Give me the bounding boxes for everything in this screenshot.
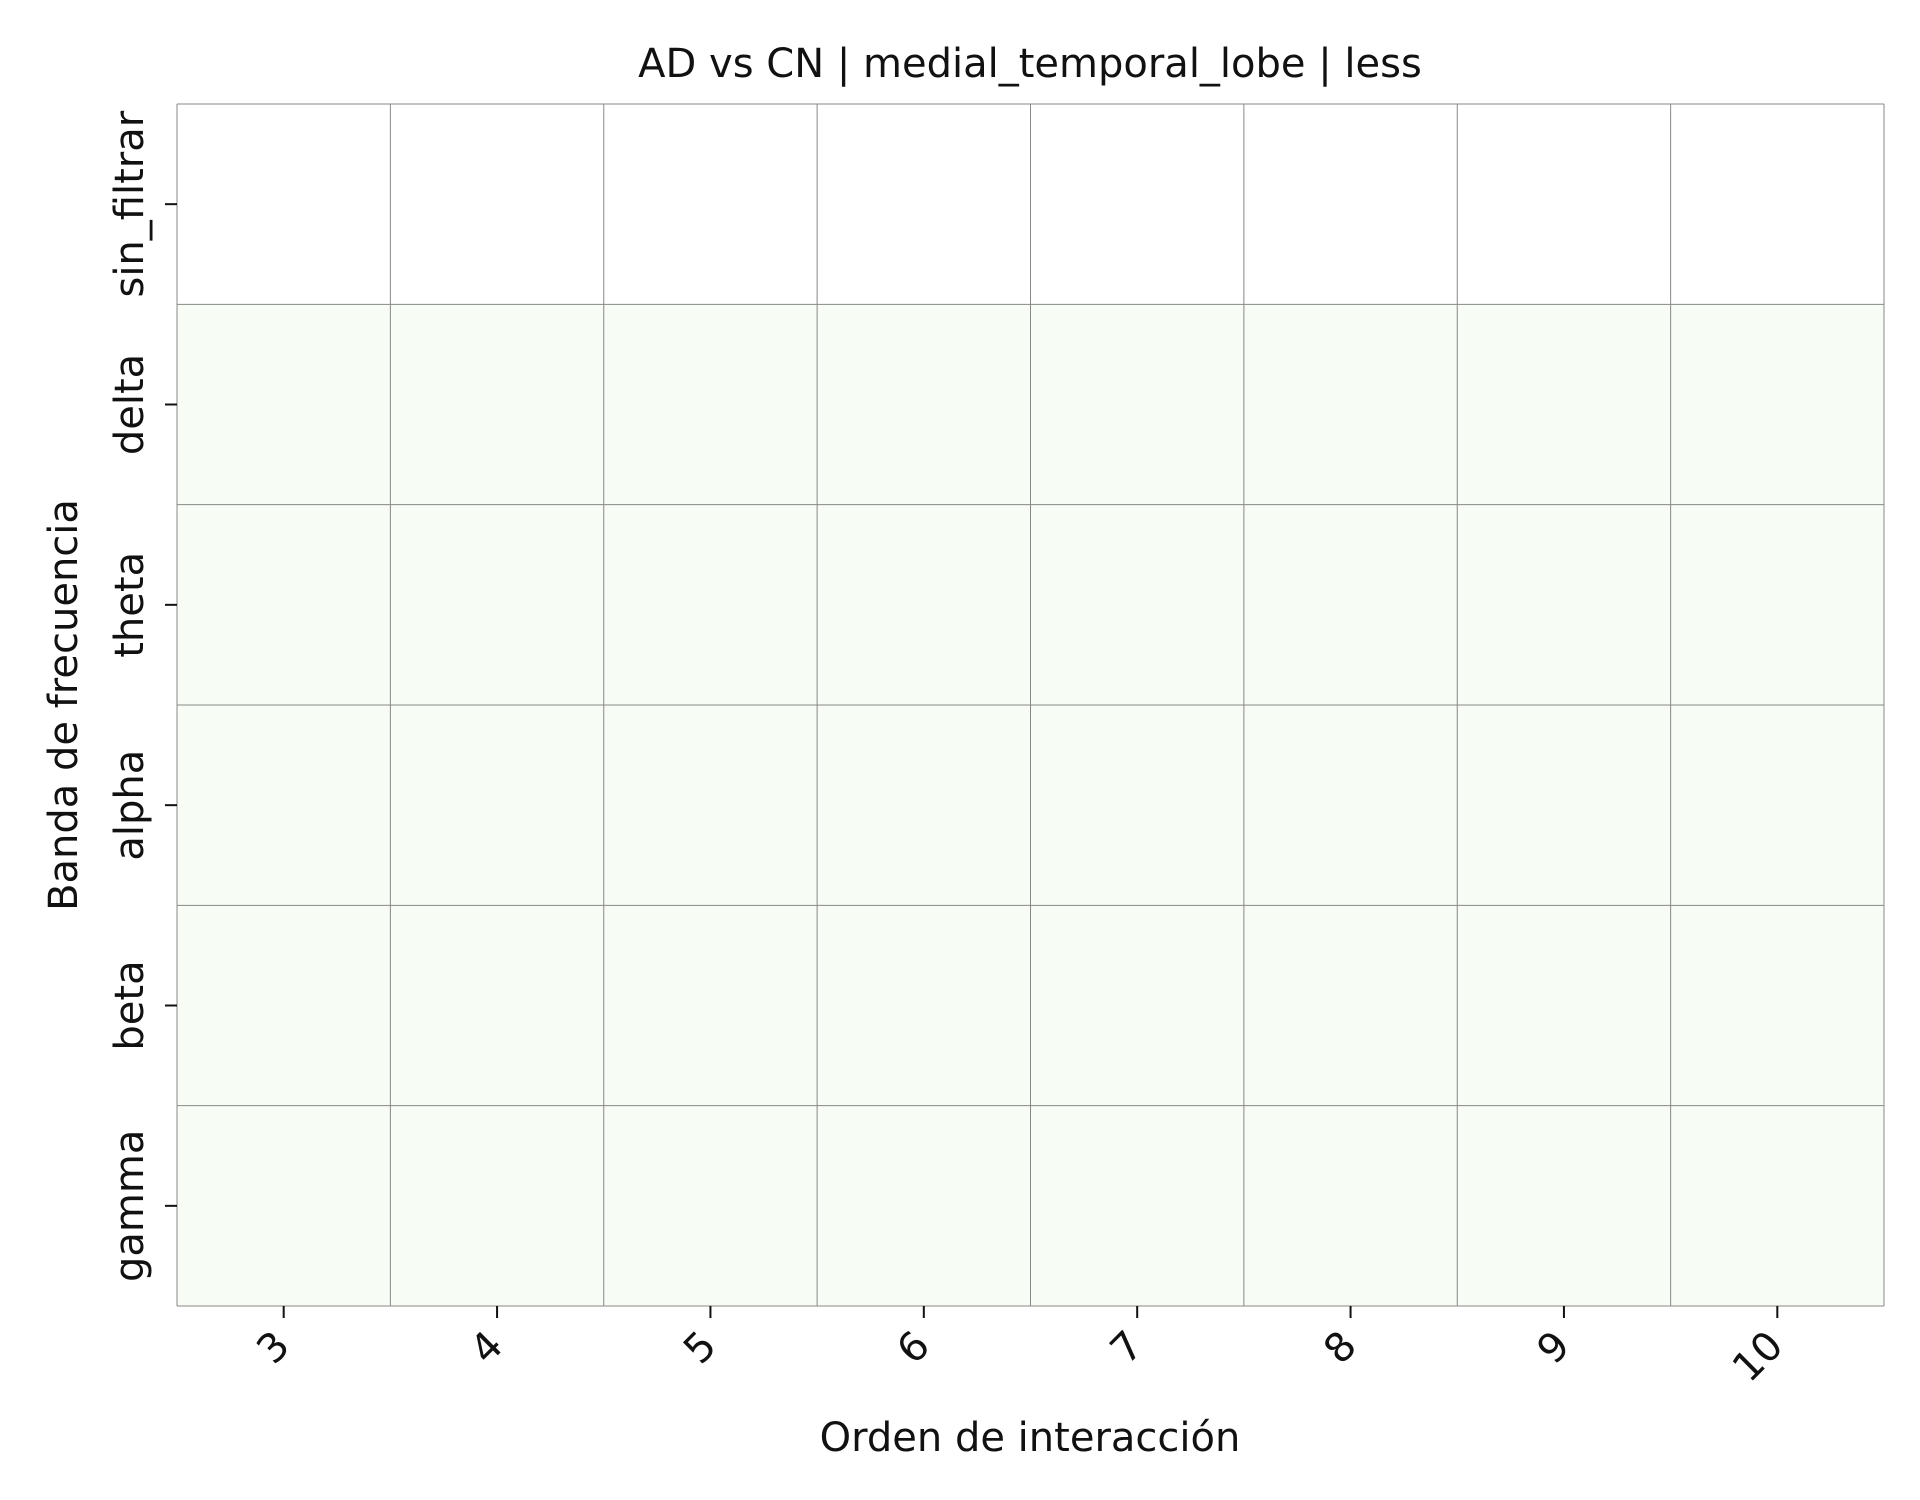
y-tick-label: theta [107, 552, 153, 658]
heatmap-cells [177, 104, 1884, 1306]
heatmap-cell-gamma-5 [603, 1105, 818, 1306]
x-tick-label: 10 [1724, 1323, 1793, 1392]
heatmap-cell-theta-4 [390, 504, 604, 705]
x-tick-label: 4 [462, 1323, 513, 1374]
heatmap-cell-alpha-8 [1243, 705, 1458, 906]
y-tick-label: alpha [107, 750, 153, 861]
heatmap-cell-alpha-4 [390, 705, 604, 906]
heatmap-cell-alpha-7 [1030, 705, 1244, 906]
x-tick-label: 3 [248, 1323, 299, 1374]
heatmap-cell-beta-6 [817, 905, 1031, 1106]
heatmap-cell-beta-10 [1670, 905, 1884, 1106]
heatmap-cell-gamma-9 [1457, 1105, 1671, 1306]
heatmap-cell-beta-7 [1030, 905, 1244, 1106]
x-tick-label: 5 [675, 1323, 726, 1374]
heatmap-cell-beta-8 [1243, 905, 1458, 1106]
heatmap-cell-sin_filtrar-6 [817, 104, 1031, 305]
heatmap-cell-sin_filtrar-10 [1670, 104, 1884, 305]
heatmap-cell-delta-10 [1670, 304, 1884, 505]
x-tick-label: 8 [1315, 1323, 1366, 1374]
heatmap-cell-alpha-10 [1670, 705, 1884, 906]
heatmap-cell-gamma-4 [390, 1105, 604, 1306]
heatmap-cell-sin_filtrar-9 [1457, 104, 1671, 305]
heatmap-cell-theta-3 [177, 504, 391, 705]
heatmap-cell-delta-5 [603, 304, 818, 505]
heatmap-cell-delta-4 [390, 304, 604, 505]
heatmap-cell-sin_filtrar-4 [390, 104, 604, 305]
heatmap-cell-gamma-10 [1670, 1105, 1884, 1306]
heatmap-cell-alpha-9 [1457, 705, 1671, 906]
heatmap-cell-beta-5 [603, 905, 818, 1106]
heatmap-cell-theta-7 [1030, 504, 1244, 705]
x-tick-label: 6 [888, 1323, 939, 1374]
heatmap-cell-delta-7 [1030, 304, 1244, 505]
heatmap-cell-gamma-7 [1030, 1105, 1244, 1306]
heatmap-cell-sin_filtrar-5 [603, 104, 818, 305]
heatmap-cell-delta-9 [1457, 304, 1671, 505]
heatmap-cell-sin_filtrar-7 [1030, 104, 1244, 305]
x-tick-label: 9 [1528, 1323, 1579, 1374]
heatmap-cell-alpha-5 [603, 705, 818, 906]
heatmap-cell-alpha-6 [817, 705, 1031, 906]
y-tick-label: beta [107, 960, 153, 1050]
y-tick-label: sin_filtrar [107, 110, 153, 297]
heatmap-cell-theta-10 [1670, 504, 1884, 705]
y-tick-label: gamma [107, 1130, 153, 1282]
heatmap-cell-theta-5 [603, 504, 818, 705]
chart-title: AD vs CN | medial_temporal_lobe | less [638, 41, 1422, 87]
y-tick-label: delta [107, 354, 153, 455]
heatmap-cell-delta-6 [817, 304, 1031, 505]
heatmap-cell-delta-3 [177, 304, 391, 505]
y-axis-label: Banda de frecuencia [41, 499, 87, 911]
heatmap-cell-delta-8 [1243, 304, 1458, 505]
x-axis-label: Orden de interacción [820, 1415, 1241, 1461]
heatmap-cell-gamma-6 [817, 1105, 1031, 1306]
x-tick-label: 7 [1102, 1323, 1153, 1374]
heatmap-cell-alpha-3 [177, 705, 391, 906]
x-axis-ticks: 3 4 5 6 7 8 9 10 [248, 1306, 1792, 1391]
heatmap-cell-beta-9 [1457, 905, 1671, 1106]
heatmap-cell-beta-4 [390, 905, 604, 1106]
heatmap-cell-sin_filtrar-3 [177, 104, 391, 305]
heatmap-cell-beta-3 [177, 905, 391, 1106]
heatmap-cell-sin_filtrar-8 [1243, 104, 1458, 305]
heatmap-cell-theta-8 [1243, 504, 1458, 705]
heatmap-grid [176, 103, 1885, 1307]
heatmap-cell-gamma-3 [177, 1105, 391, 1306]
heatmap-cell-theta-6 [817, 504, 1031, 705]
heatmap-cell-theta-9 [1457, 504, 1671, 705]
heatmap-cell-gamma-8 [1243, 1105, 1458, 1306]
